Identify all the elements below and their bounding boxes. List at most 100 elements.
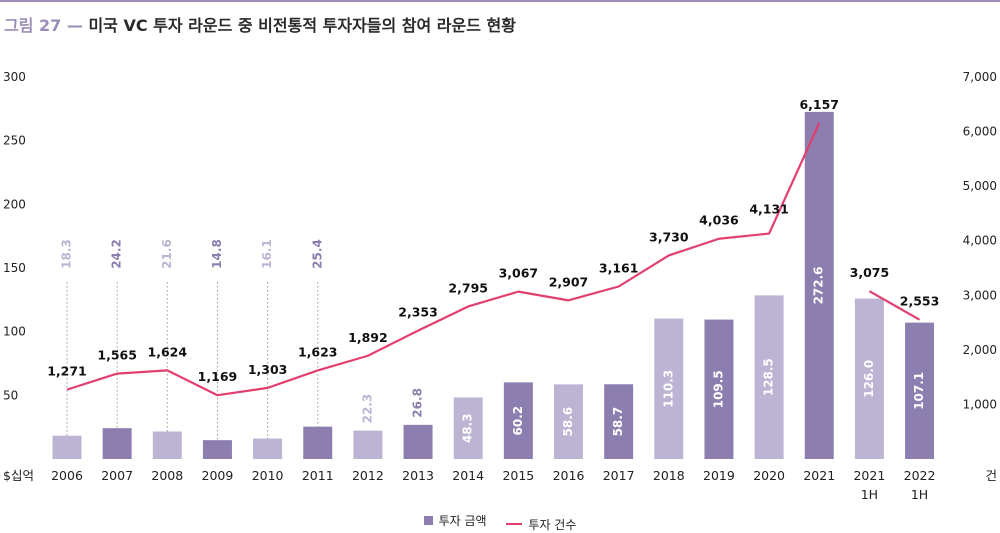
bar (754, 295, 784, 459)
right-axis-label: 건 (985, 468, 997, 483)
line-value-label: 1,565 (97, 348, 137, 363)
legend-item-amount: 투자 금액 (423, 512, 487, 529)
x-axis-tick: 2009 (202, 468, 234, 483)
right-axis-tick: 1,000 (963, 397, 997, 411)
right-axis-tick: 3,000 (963, 288, 997, 302)
line-value-label: 3,161 (599, 260, 639, 275)
x-axis-tick: 2019 (703, 468, 735, 483)
bar (253, 438, 283, 459)
bar-value-label: 58.6 (561, 407, 575, 437)
line-value-label: 1,271 (47, 364, 87, 379)
bar-value-label: 21.6 (160, 239, 174, 269)
bar-value-label: 25.4 (310, 239, 324, 269)
x-axis-tick: 2014 (452, 468, 484, 483)
legend-line-swatch (506, 523, 523, 525)
legend-bar-swatch (423, 516, 433, 525)
legend: 투자 금액 투자 건수 (0, 512, 1000, 533)
line-value-label: 1,169 (198, 369, 238, 384)
title-separator: — (66, 16, 83, 35)
bar-value-label: 126.0 (862, 360, 876, 398)
bar (152, 431, 182, 459)
line-value-label: 2,907 (549, 274, 589, 289)
left-axis-tick: 200 (3, 197, 26, 211)
left-axis-tick: 100 (3, 325, 26, 339)
line-value-label: 1,623 (298, 344, 338, 359)
bar (303, 426, 333, 459)
title-text: 미국 VC 투자 라운드 중 비전통적 투자자들의 참여 라운드 현황 (88, 16, 516, 35)
line-value-label: 3,067 (499, 266, 539, 281)
bar (654, 318, 684, 459)
bar-value-label: 26.8 (411, 388, 425, 418)
bar-value-label: 109.5 (711, 370, 725, 408)
x-axis-tick: 2012 (352, 468, 384, 483)
bar (202, 440, 232, 459)
bar-value-label: 60.2 (511, 406, 525, 436)
legend-label-amount: 투자 금액 (438, 514, 487, 528)
line-series-segment (868, 290, 921, 321)
bar (353, 430, 383, 459)
chart-title: 그림 27 — 미국 VC 투자 라운드 중 비전통적 투자자들의 참여 라운드… (4, 12, 516, 36)
bar (604, 384, 634, 459)
bar (804, 111, 834, 459)
x-axis-tick: 1H (911, 487, 928, 502)
line-value-label: 6,157 (799, 97, 839, 112)
x-axis-tick: 2013 (402, 468, 434, 483)
left-axis-tick: 150 (3, 261, 26, 275)
x-axis-tick: 2008 (151, 468, 183, 483)
x-axis-tick: 2020 (753, 468, 785, 483)
chart-canvas: 50 100 150 200 250 300 1,000 2,000 3,000 4,000 5,0… (3, 70, 997, 502)
right-axis-tick: 7,000 (963, 70, 997, 84)
right-axis-tick: 6,000 (963, 125, 997, 139)
line-value-label: 2,353 (398, 305, 438, 320)
line-series-segment (66, 122, 821, 397)
x-axis-tick: 2016 (553, 468, 585, 483)
x-axis-tick: 2018 (653, 468, 685, 483)
right-axis-tick: 5,000 (963, 179, 997, 193)
bar (503, 382, 533, 459)
line-value-label: 2,553 (900, 294, 940, 309)
x-axis-tick: 2010 (252, 468, 284, 483)
line-value-label: 3,730 (649, 229, 689, 244)
x-axis-tick: 2021 (853, 468, 885, 483)
bar (854, 298, 884, 459)
bar-value-label: 48.3 (461, 413, 475, 443)
x-axis-tick: 2007 (101, 468, 133, 483)
left-axis-tick: 300 (3, 70, 26, 84)
right-axis-tick: 2,000 (963, 343, 997, 357)
x-axis-tick: 1H (861, 487, 878, 502)
legend-label-count: 투자 건수 (528, 517, 577, 532)
bar-value-label: 22.3 (360, 394, 374, 424)
bar-value-label: 272.6 (812, 266, 826, 304)
line-value-label: 2,795 (448, 280, 488, 295)
line-value-label: 4,036 (699, 213, 739, 228)
left-axis-tick: 250 (3, 134, 26, 148)
left-axis-tick: 50 (3, 388, 18, 402)
bar (102, 428, 132, 459)
bar-value-label: 107.1 (912, 372, 926, 410)
legend-item-count: 투자 건수 (506, 516, 576, 533)
bar (453, 397, 483, 459)
x-axis-tick: 2006 (51, 468, 83, 483)
bar-value-label: 16.1 (260, 239, 274, 269)
line-value-label: 3,075 (850, 265, 890, 280)
figure-number: 그림 27 (4, 16, 62, 35)
line-value-label: 1,303 (248, 362, 288, 377)
x-axis-tick: 2015 (502, 468, 534, 483)
bar-value-label: 128.5 (762, 358, 776, 396)
bar (403, 424, 433, 459)
bar (704, 319, 734, 459)
left-axis-label: $십억 (3, 468, 34, 483)
bar-value-label: 14.8 (210, 239, 224, 269)
top-rule (0, 0, 1000, 2)
line-value-label: 1,624 (148, 344, 188, 359)
x-axis-tick: 2017 (603, 468, 635, 483)
bar-value-label: 18.3 (60, 239, 74, 269)
line-value-label: 1,892 (348, 330, 388, 345)
bar-value-label: 58.7 (611, 407, 625, 437)
x-axis-tick: 2011 (302, 468, 334, 483)
x-axis-tick: 2021 (803, 468, 835, 483)
line-value-label: 4,131 (749, 202, 789, 217)
right-axis-tick: 4,000 (963, 234, 997, 248)
bar (905, 322, 935, 459)
bar (554, 384, 583, 459)
